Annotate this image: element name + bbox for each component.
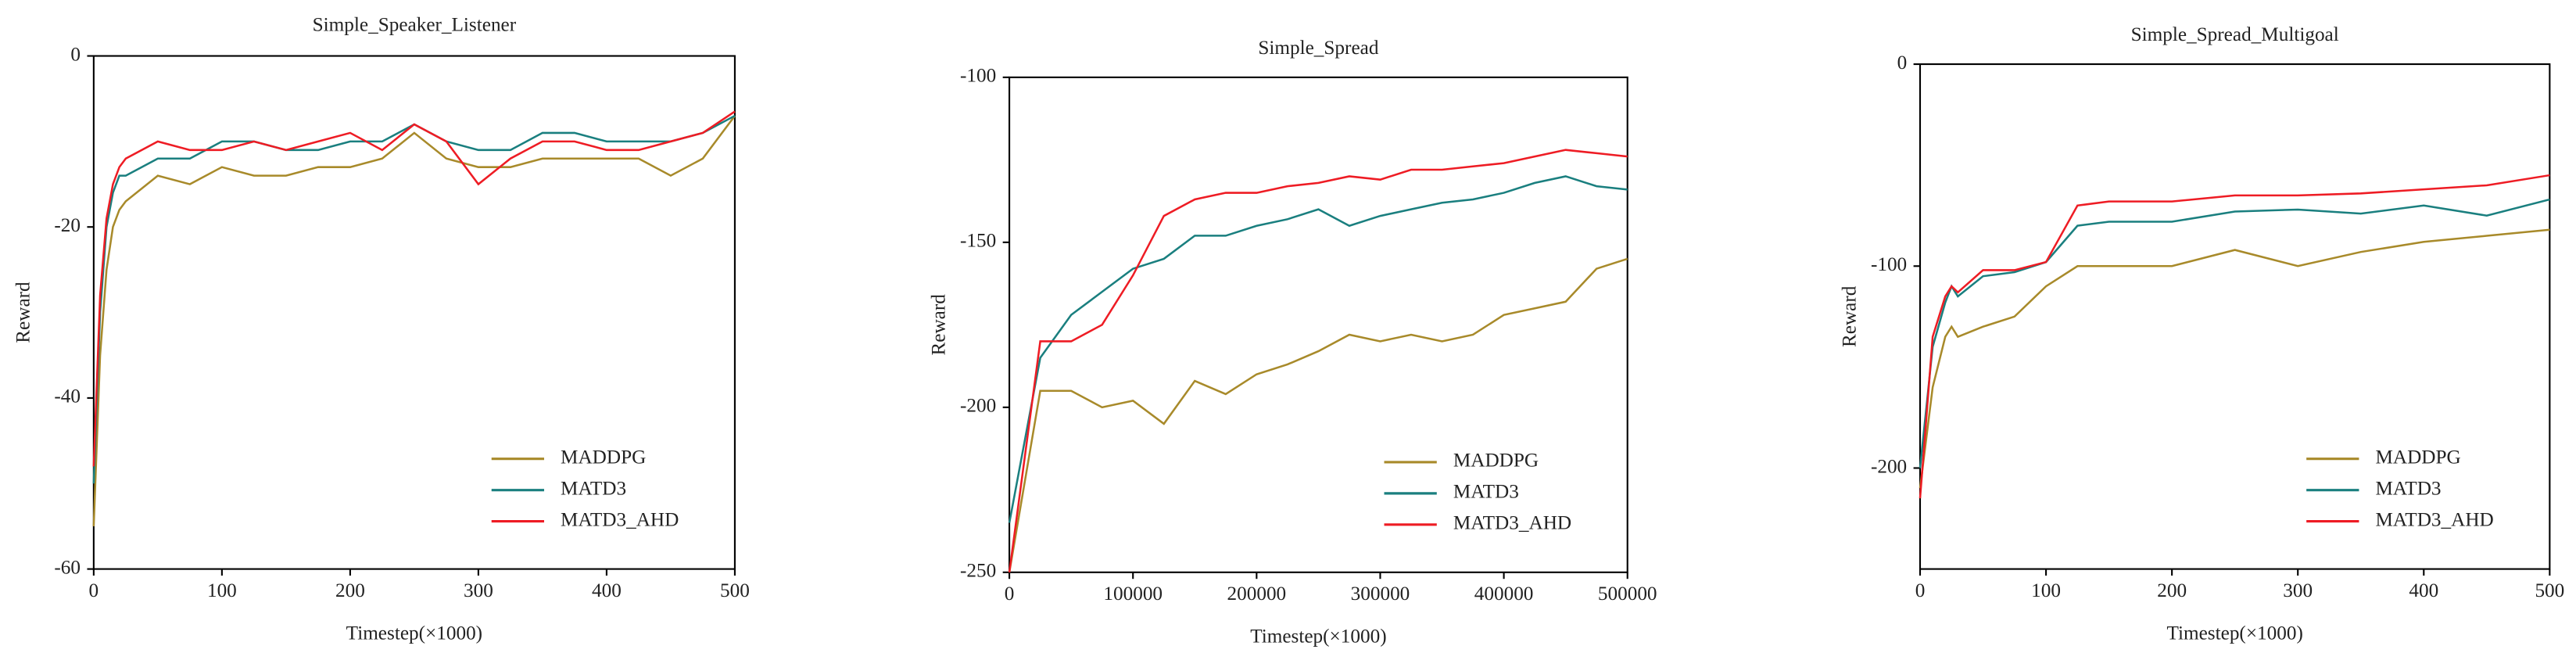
x-tick-label: 0 (1915, 580, 1926, 601)
y-tick-label: -40 (54, 386, 81, 407)
legend-label: MATD3 (2375, 478, 2441, 499)
y-axis-label: Reward (1839, 285, 1860, 347)
y-tick-label: 0 (1897, 52, 1908, 74)
y-tick-label: -150 (960, 231, 996, 252)
x-tick-label: 400 (592, 580, 622, 601)
y-axis-label: Reward (929, 294, 950, 356)
x-tick-label: 100000 (1103, 583, 1163, 605)
plot-frame (1919, 63, 2551, 570)
y-tick-label: -200 (960, 396, 996, 417)
series-line (1919, 198, 2550, 468)
plot-frame (1009, 76, 1628, 573)
series-line (1008, 257, 1628, 573)
legend-label: MATD3_AHD (561, 509, 679, 530)
x-tick-label: 200 (335, 580, 365, 601)
x-tick-label: 400000 (1474, 583, 1534, 605)
x-tick-label: 0 (89, 580, 99, 601)
x-axis-label: Timestep(×1000) (2166, 623, 2302, 644)
legend-label: MATD3_AHD (1453, 513, 1571, 534)
legend-label: MADDPG (561, 447, 646, 468)
x-tick-label: 300 (464, 580, 493, 601)
y-tick-label: -60 (54, 557, 81, 578)
y-tick-label: -20 (54, 215, 81, 236)
plot-frame (92, 55, 736, 570)
chart-title: Simple_Speaker_Listener (313, 14, 517, 35)
y-tick-label: -100 (1871, 254, 1907, 275)
legend-label: MADDPG (2375, 447, 2460, 468)
x-tick-label: 300 (2283, 580, 2313, 601)
chart-title: Simple_Spread_Multigoal (2131, 24, 2339, 45)
x-tick-label: 500000 (1598, 583, 1657, 605)
series-line (92, 110, 736, 467)
legend-label: MATD3 (561, 478, 626, 499)
series-line (1919, 228, 2550, 489)
series-line (1008, 149, 1628, 572)
y-axis-label: Reward (13, 282, 34, 343)
series-line (1008, 175, 1628, 523)
x-tick-label: 300000 (1351, 583, 1410, 605)
x-tick-label: 200 (2157, 580, 2187, 601)
y-tick-label: -100 (960, 66, 996, 87)
x-tick-label: 400 (2409, 580, 2438, 601)
x-tick-label: 100 (2031, 580, 2061, 601)
chart-title: Simple_Spread (1258, 38, 1378, 59)
legend-label: MATD3_AHD (2375, 509, 2493, 530)
series-line (92, 115, 736, 526)
x-tick-label: 500 (720, 580, 750, 601)
series-line (1919, 174, 2550, 499)
legend-label: MATD3 (1453, 482, 1519, 503)
x-tick-label: 100 (207, 580, 237, 601)
series-line (92, 114, 736, 484)
x-axis-label: Timestep(×1000) (1250, 626, 1386, 648)
x-tick-label: 0 (1005, 583, 1015, 605)
x-tick-label: 200000 (1227, 583, 1287, 605)
y-tick-label: 0 (70, 44, 81, 65)
y-tick-label: -250 (960, 561, 996, 582)
legend-label: MADDPG (1453, 450, 1539, 472)
y-tick-label: -200 (1871, 456, 1907, 477)
x-tick-label: 500 (2535, 580, 2564, 601)
x-axis-label: Timestep(×1000) (346, 623, 482, 644)
